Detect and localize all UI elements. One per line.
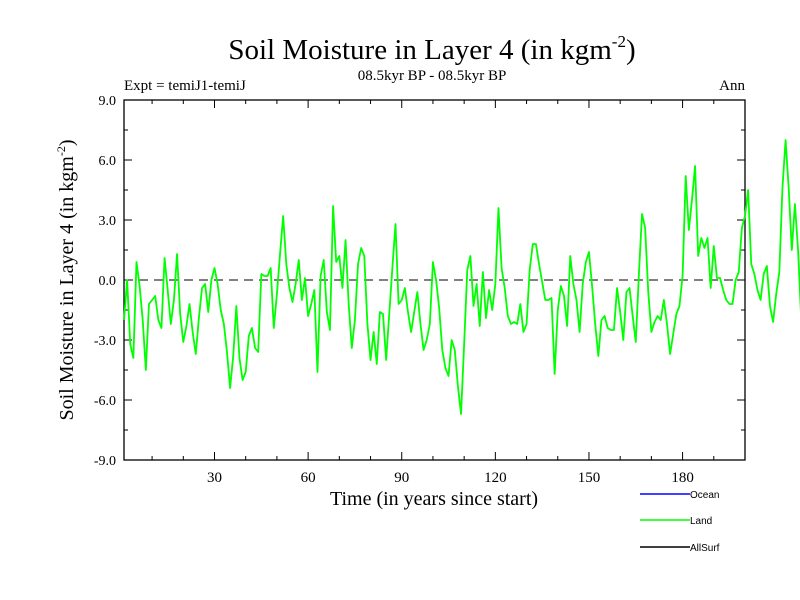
x-axis-ticks: 30 60 90 120 150 180 — [151, 100, 715, 486]
legend-label-allsurf: AllSurf — [690, 543, 720, 554]
y-tick-label: 0.0 — [99, 274, 117, 289]
x-tick-label: 60 — [301, 470, 316, 486]
x-tick-label: 180 — [671, 470, 694, 486]
y-tick-label: 6.0 — [99, 154, 117, 169]
season-label: Ann — [719, 78, 745, 94]
x-tick-label: 150 — [578, 470, 601, 486]
legend: Ocean Land AllSurf — [640, 490, 720, 554]
y-tick-label: -9.0 — [94, 454, 116, 469]
x-axis-label: Time (in years since start) — [330, 488, 538, 510]
x-tick-label: 30 — [207, 470, 222, 486]
series-group — [123, 139, 800, 415]
chart-title: Soil Moisture in Layer 4 (in kgm-2) — [228, 32, 635, 66]
period-label: 08.5kyr BP - 08.5kyr BP — [358, 68, 507, 84]
experiment-label: Expt = temiJ1-temiJ — [124, 78, 246, 94]
x-tick-label: 90 — [394, 470, 409, 486]
y-tick-label: -3.0 — [94, 334, 116, 349]
legend-label-land: Land — [690, 516, 712, 527]
x-tick-label: 120 — [484, 470, 507, 486]
y-tick-label: 3.0 — [99, 214, 117, 229]
y-tick-label: 9.0 — [99, 94, 117, 109]
y-axis-ticks: -9.0 -6.0 -3.0 0.0 3.0 6.0 9.0 — [94, 94, 745, 469]
y-axis-label: Soil Moisture in Layer 4 (in kgm-2) — [54, 139, 78, 420]
legend-label-ocean: Ocean — [690, 490, 719, 501]
y-tick-label: -6.0 — [94, 394, 116, 409]
series-line-land — [123, 139, 800, 415]
